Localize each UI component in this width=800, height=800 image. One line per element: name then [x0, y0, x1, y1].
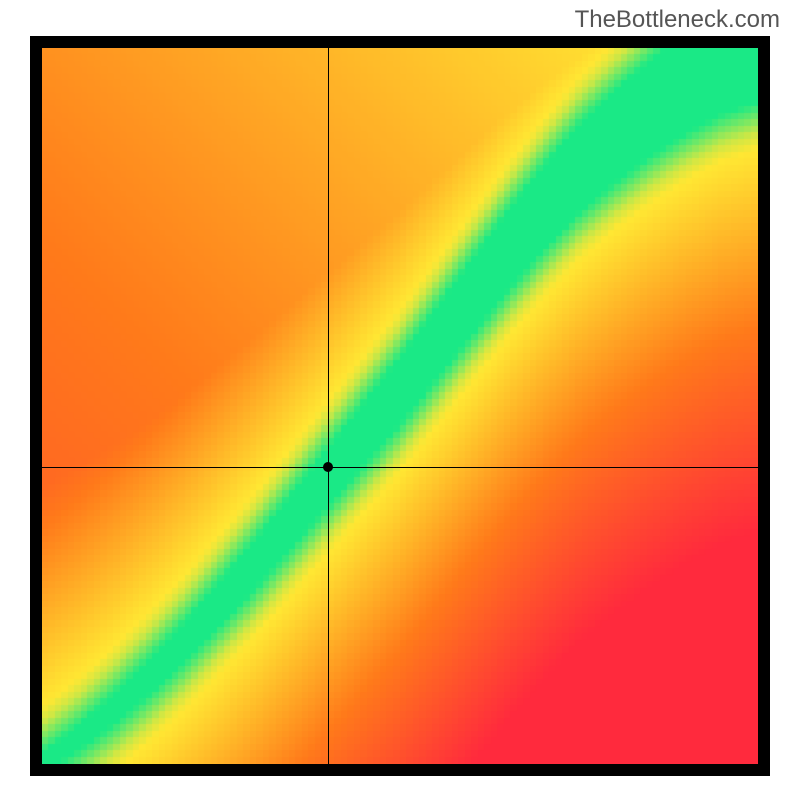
plot-frame [30, 36, 770, 776]
crosshair-horizontal [42, 467, 758, 468]
marker-dot [323, 462, 333, 472]
chart-container: TheBottleneck.com [0, 0, 800, 800]
watermark-text: TheBottleneck.com [575, 6, 780, 34]
heatmap-canvas [42, 48, 758, 764]
crosshair-vertical [328, 48, 329, 764]
